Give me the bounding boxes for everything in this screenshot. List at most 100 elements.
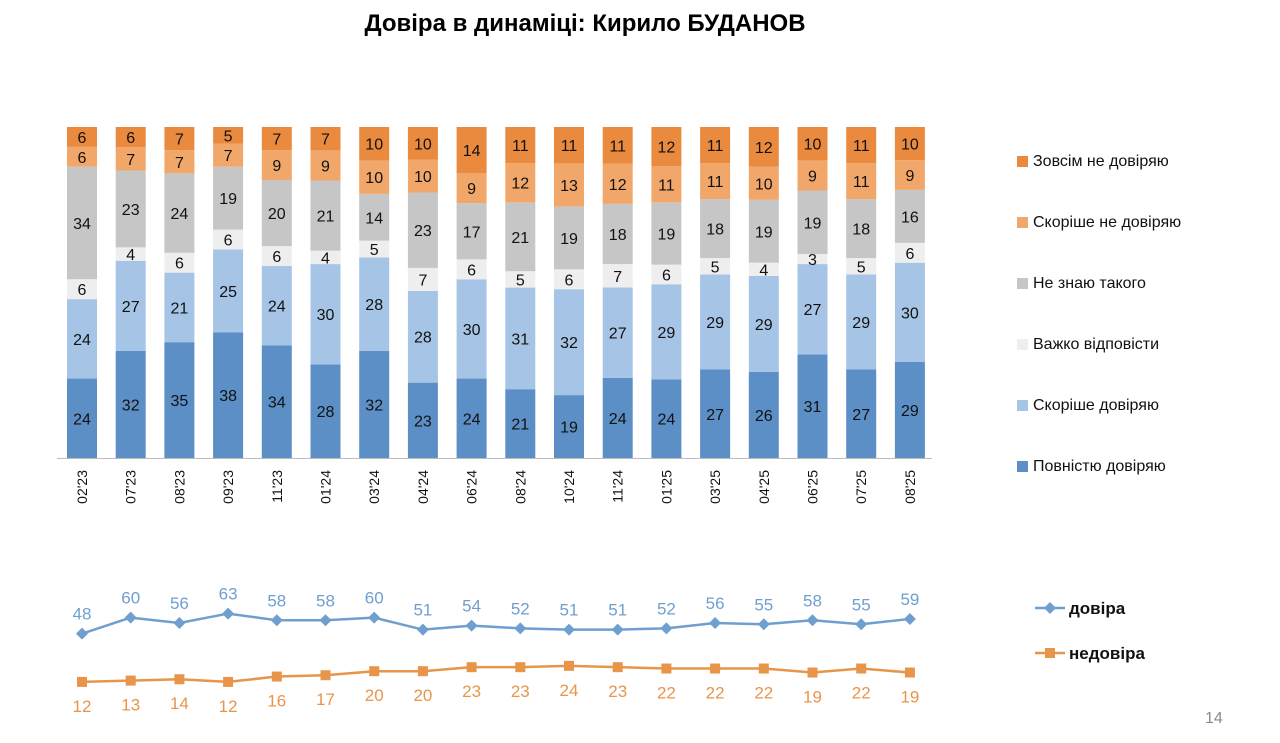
bar-value-label: 26 [755, 408, 773, 425]
bar-segment [310, 364, 341, 458]
bar-segment [67, 378, 97, 458]
bar-segment [797, 264, 828, 355]
bar-value-label: 6 [565, 272, 574, 289]
series-marker [661, 663, 672, 674]
series-marker [757, 618, 770, 631]
bar-segment [407, 127, 438, 160]
series-marker [564, 660, 574, 671]
bar-segment [261, 179, 292, 247]
series-marker [416, 623, 429, 636]
series-marker [77, 676, 87, 687]
data-label: 63 [219, 585, 238, 604]
bar-value-label: 7 [321, 132, 330, 149]
legend-label: Скоріше довіряю [1033, 397, 1159, 414]
bar-value-label: 7 [126, 152, 135, 169]
bar-value-label: 6 [126, 130, 135, 147]
series-marker [417, 666, 428, 677]
data-label: 55 [852, 595, 871, 614]
bar-value-label: 6 [175, 256, 184, 273]
bar-value-label: 32 [122, 398, 140, 415]
bar-segment [651, 264, 682, 285]
bar-segment [797, 254, 828, 265]
data-label: 22 [657, 684, 676, 703]
bar-segment [310, 150, 341, 181]
bar-value-label: 20 [268, 206, 286, 223]
series-marker [319, 614, 332, 627]
bar-segment [164, 150, 195, 174]
bar-segment [115, 127, 146, 148]
bar-segment [651, 202, 682, 265]
bar-segment [554, 206, 584, 270]
bar-segment [261, 127, 292, 151]
bar-segment [164, 272, 195, 343]
bar-value-label: 27 [852, 407, 870, 424]
data-label: 20 [365, 686, 384, 705]
data-label: 12 [73, 697, 92, 716]
bar-value-label: 5 [516, 272, 525, 289]
bar-segment [602, 264, 633, 288]
data-label: 58 [803, 591, 822, 610]
data-label: 58 [316, 591, 335, 610]
bar-value-label: 29 [755, 317, 773, 334]
bar-segment [602, 127, 633, 164]
bar-value-label: 27 [122, 299, 140, 316]
x-tick-label: 08'25 [902, 470, 918, 504]
data-label: 13 [121, 696, 140, 715]
bar-segment [407, 290, 438, 383]
x-tick-label: 11'24 [610, 470, 626, 503]
bar-segment [894, 362, 925, 458]
bar-segment [797, 127, 828, 161]
bar-value-label: 38 [219, 388, 237, 405]
bar-value-label: 10 [414, 136, 432, 153]
bar-segment [554, 127, 584, 164]
bar-segment [700, 274, 731, 370]
data-label: 20 [413, 686, 432, 705]
bar-value-label: 19 [560, 420, 578, 437]
series-marker [174, 674, 185, 685]
legend-label: недовіра [1069, 644, 1145, 663]
bar-value-label: 27 [609, 326, 627, 343]
bar-segment [846, 369, 877, 458]
bar-value-label: 23 [122, 202, 140, 219]
bar-value-label: 6 [78, 130, 87, 147]
bar-segment [797, 190, 828, 255]
bar-segment [700, 369, 731, 458]
bar-segment [67, 279, 97, 300]
x-tick-label: 06'25 [805, 470, 821, 504]
x-tick-label: 03'24 [366, 470, 382, 504]
bar-segment [700, 199, 731, 259]
bar-segment [261, 266, 292, 346]
bar-value-label: 28 [414, 330, 432, 347]
bar-value-label: 9 [321, 158, 330, 175]
bar-value-label: 9 [272, 158, 281, 175]
legend-swatch [1017, 278, 1028, 289]
bar-value-label: 5 [224, 128, 233, 145]
bar-segment [310, 127, 341, 151]
series-marker [466, 662, 477, 673]
bar-segment [651, 127, 682, 167]
bar-segment [748, 127, 779, 167]
bar-value-label: 11 [609, 138, 626, 155]
bar-segment [310, 250, 341, 265]
bar-segment [261, 150, 292, 180]
bar-segment [505, 202, 536, 272]
bar-segment [602, 203, 633, 265]
bar-value-label: 12 [658, 140, 676, 157]
series-marker [271, 671, 282, 682]
bar-value-label: 6 [224, 233, 233, 250]
bar-value-label: 10 [755, 176, 773, 193]
bar-value-label: 7 [418, 272, 427, 289]
bar-value-label: 12 [755, 140, 773, 157]
bar-segment [797, 354, 828, 458]
series-marker [173, 616, 186, 629]
series-marker [758, 663, 769, 674]
bar-segment [894, 127, 925, 161]
series-marker [320, 670, 331, 681]
bar-segment [115, 260, 146, 352]
bar-value-label: 31 [511, 331, 529, 348]
legend-swatch [1017, 156, 1028, 167]
bar-value-label: 24 [73, 411, 91, 428]
bar-segment [894, 262, 925, 363]
bar-value-label: 14 [463, 143, 481, 160]
data-label: 54 [462, 597, 481, 616]
